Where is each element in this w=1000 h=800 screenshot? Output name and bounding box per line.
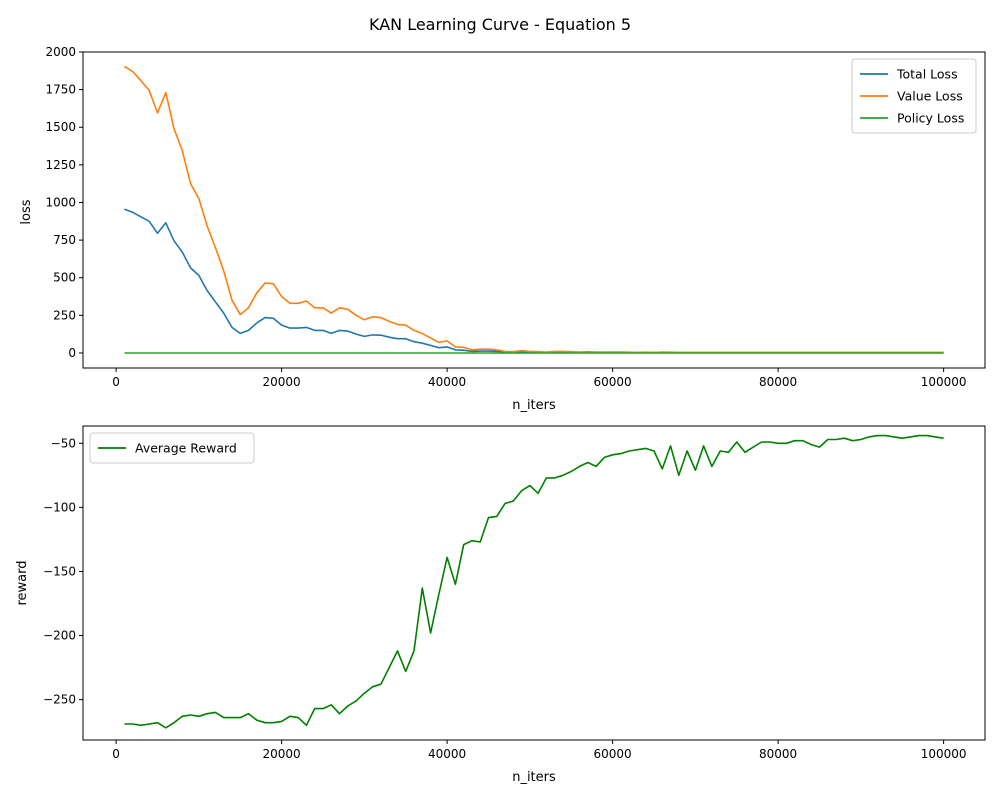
reward-x-axis-ticks: 0 20000 40000 60000 80000 100000 bbox=[112, 740, 967, 761]
loss-y-tick-label: 1000 bbox=[45, 195, 76, 209]
loss-x-axis-ticks: 0 20000 40000 60000 80000 100000 bbox=[112, 368, 967, 389]
loss-y-axis-ticks: 0 250 500 750 1000 1250 1500 1750 2000 bbox=[45, 45, 83, 360]
loss-y-tick-label: 0 bbox=[68, 346, 76, 360]
reward-y-tick-label: −250 bbox=[43, 693, 76, 707]
loss-x-tick-label: 40000 bbox=[428, 375, 466, 389]
loss-x-tick-label: 0 bbox=[112, 375, 120, 389]
reward-y-axis-label: reward bbox=[15, 560, 30, 605]
reward-y-tick-label: −200 bbox=[43, 629, 76, 643]
loss-y-axis-label: loss bbox=[19, 199, 34, 224]
loss-y-tick-label: 750 bbox=[53, 233, 76, 247]
reward-x-axis-label: n_iters bbox=[512, 770, 556, 785]
loss-y-tick-label: 1250 bbox=[45, 158, 76, 172]
reward-x-tick-label: 60000 bbox=[594, 747, 632, 761]
legend-label-policy-loss: Policy Loss bbox=[897, 111, 964, 126]
reward-x-tick-label: 80000 bbox=[759, 747, 797, 761]
loss-y-tick-label: 500 bbox=[53, 271, 76, 285]
series-line-average-reward bbox=[124, 434, 944, 729]
loss-x-tick-label: 100000 bbox=[921, 375, 967, 389]
reward-y-tick-label: −150 bbox=[43, 564, 76, 578]
loss-y-tick-label: 1750 bbox=[45, 83, 76, 97]
loss-x-axis-label: n_iters bbox=[512, 398, 556, 413]
reward-x-tick-label: 100000 bbox=[921, 747, 967, 761]
loss-x-tick-label: 20000 bbox=[263, 375, 301, 389]
loss-legend-box bbox=[851, 58, 977, 134]
figure-title: KAN Learning Curve - Equation 5 bbox=[369, 15, 631, 34]
loss-y-tick-label: 1500 bbox=[45, 120, 76, 134]
reward-y-tick-label: −50 bbox=[51, 436, 76, 450]
legend-label-value-loss: Value Loss bbox=[897, 89, 963, 104]
loss-y-tick-label: 2000 bbox=[45, 45, 76, 59]
loss-legend: Total Loss Value Loss Policy Loss bbox=[851, 58, 977, 134]
legend-label-total-loss: Total Loss bbox=[896, 67, 958, 82]
reward-plot: 0 20000 40000 60000 80000 100000 −250 −200 −150… bbox=[15, 425, 986, 785]
legend-label-average-reward: Average Reward bbox=[135, 441, 237, 456]
reward-x-tick-label: 40000 bbox=[428, 747, 466, 761]
loss-axes-frame bbox=[82, 51, 986, 369]
reward-axes-frame bbox=[82, 425, 986, 741]
loss-x-tick-label: 60000 bbox=[594, 375, 632, 389]
reward-plot-lines bbox=[124, 434, 944, 729]
reward-legend: Average Reward bbox=[89, 432, 255, 464]
loss-plot-lines bbox=[123, 65, 944, 354]
reward-legend-box bbox=[89, 432, 255, 464]
reward-x-tick-label: 20000 bbox=[263, 747, 301, 761]
reward-y-tick-label: −100 bbox=[43, 500, 76, 514]
loss-y-tick-label: 250 bbox=[53, 308, 76, 322]
reward-y-axis-ticks: −250 −200 −150 −100 −50 bbox=[43, 436, 83, 707]
reward-x-tick-label: 0 bbox=[112, 747, 120, 761]
loss-x-tick-label: 80000 bbox=[759, 375, 797, 389]
loss-plot: 0 20000 40000 60000 80000 100000 0 250 500 750 10… bbox=[19, 45, 986, 413]
